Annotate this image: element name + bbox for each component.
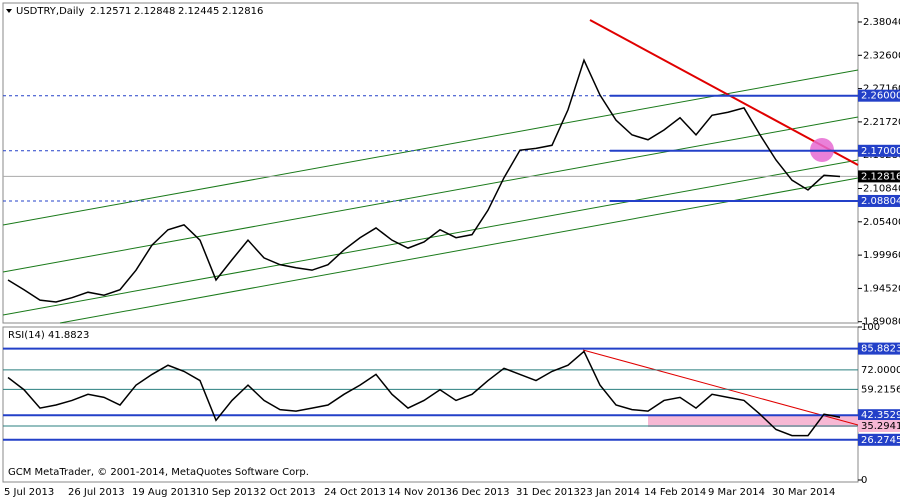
y-tick-label: 42.35294 xyxy=(861,410,900,421)
level-label: 2.26000 xyxy=(861,91,900,102)
x-tick-label: 9 Mar 2014 xyxy=(708,487,765,498)
x-tick-label: 30 Mar 2014 xyxy=(772,487,835,498)
y-tick-label: 1.99960 xyxy=(863,250,900,261)
header-value: 2.12571 xyxy=(90,6,131,17)
footer: GCM MetaTrader, © 2001-2014, MetaQuotes … xyxy=(8,467,309,478)
level-box xyxy=(858,420,900,432)
x-tick-label: 2 Oct 2013 xyxy=(260,487,315,498)
x-tick-label: 6 Dec 2013 xyxy=(452,487,510,498)
y-tick-label: 100 xyxy=(861,322,880,333)
menu-arrow xyxy=(6,9,12,13)
price-panel xyxy=(2,2,859,324)
y-tick-label: 2.38040 xyxy=(863,17,900,28)
channel-line xyxy=(2,116,859,273)
x-tick-label: 19 Aug 2013 xyxy=(132,487,196,498)
y-tick-label: 26.27451 xyxy=(861,435,900,446)
y-tick-label: 2.27160 xyxy=(863,84,900,95)
data-line xyxy=(7,350,841,437)
header-value: 2.12816 xyxy=(222,6,263,17)
x-tick-label: 5 Jul 2013 xyxy=(4,487,54,498)
x-tick-label: 26 Jul 2013 xyxy=(68,487,125,498)
level-box xyxy=(858,433,900,446)
y-tick-label: 59.21569 xyxy=(861,384,900,395)
y-tick-label: 2.32600 xyxy=(863,50,900,61)
y-tick-label: 1.89080 xyxy=(863,317,900,328)
channel-line xyxy=(59,177,859,324)
header-value: 2.12848 xyxy=(134,6,175,17)
x-tick-label: 14 Nov 2013 xyxy=(388,487,452,498)
chart-title: USDTRY,Daily xyxy=(16,6,84,17)
trend-line xyxy=(589,19,859,166)
x-tick-label: 31 Dec 2013 xyxy=(516,487,580,498)
y-tick-label: 2.05400 xyxy=(863,217,900,228)
level-box xyxy=(858,144,900,157)
data-line xyxy=(7,58,841,303)
x-tick-label: 23 Jan 2014 xyxy=(580,487,640,498)
y-tick-label: 0 xyxy=(861,475,867,486)
x-tick-label: 10 Sep 2013 xyxy=(196,487,259,498)
rsi-title: RSI(14) 41.8823 xyxy=(8,330,89,341)
rsi-panel xyxy=(2,326,859,483)
level-box xyxy=(858,342,900,355)
y-tick-label: 1.94520 xyxy=(863,283,900,294)
header-value: 2.12445 xyxy=(178,6,219,17)
x-tick-label: 24 Oct 2013 xyxy=(324,487,386,498)
level-label: 2.08804 xyxy=(861,196,900,207)
y-tick-label: 2.21720 xyxy=(863,117,900,128)
y-tick-label: 85.88235 xyxy=(861,344,900,355)
last-price-label: 2.12816 xyxy=(861,171,900,182)
rsi-trend-line xyxy=(582,349,859,426)
level-box xyxy=(858,409,900,422)
level-box xyxy=(858,89,900,102)
level-label: 2.17000 xyxy=(861,146,900,157)
level-box xyxy=(858,194,900,207)
y-tick-label: 2.10840 xyxy=(863,183,900,194)
y-tick-label: 72.00000 xyxy=(861,365,900,376)
rsi-zone xyxy=(648,415,858,427)
last-price-box xyxy=(858,170,900,183)
x-tick-label: 14 Feb 2014 xyxy=(644,487,706,498)
